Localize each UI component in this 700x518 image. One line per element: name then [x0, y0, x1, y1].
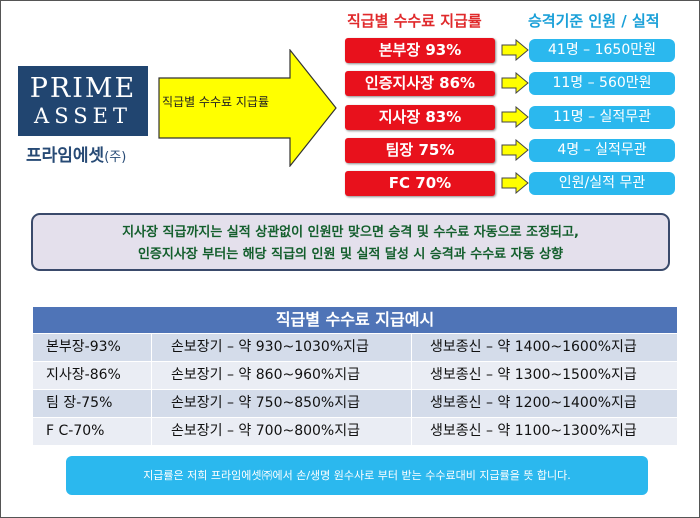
rate-pill-branch: 지사장 83%: [345, 105, 495, 130]
condition-pill-team: 4명 – 실적무관: [529, 139, 675, 162]
cell-level: F C-70%: [46, 423, 105, 439]
condition-pill-branch: 11명 – 실적무관: [529, 106, 675, 129]
cell-life: 생보종신 – 약 1400~1600%지급: [430, 339, 637, 355]
right-arrow-icon: [501, 39, 529, 61]
logo-asset-text: ASSET: [34, 104, 132, 128]
rate-pill-certified-branch: 인증지사장 86%: [345, 71, 495, 96]
condition-pill-bonbujang: 41명 – 1650만원: [529, 39, 675, 62]
table-title: 직급별 수수료 지급예시: [33, 307, 677, 333]
big-arrow-icon: [158, 49, 337, 167]
rate-pill-team: 팀장 75%: [345, 138, 495, 163]
table-row: 지사장-86% 손보장기 – 약 860~960%지급 생보종신 – 약 130…: [33, 362, 677, 390]
logo-korean-name: 프라임에셋(주): [26, 146, 126, 168]
condition-pill-certified-branch: 11명 – 560만원: [529, 72, 675, 95]
cell-nonlife: 손보장기 – 약 750~850%지급: [171, 395, 360, 411]
promotion-note-box: 지사장 직급까지는 실적 상관없이 인원만 맞으면 승격 및 수수료 자동으로 …: [31, 213, 670, 271]
right-arrow-icon: [501, 172, 529, 194]
logo-prime-text: PRIME: [29, 73, 137, 104]
header-rate: 직급별 수수료 지급률: [347, 12, 482, 30]
logo-korean-text: 프라임에셋: [26, 146, 105, 166]
cell-nonlife: 손보장기 – 약 930~1030%지급: [171, 339, 369, 355]
cell-level: 팀 장-75%: [46, 395, 113, 411]
right-arrow-icon: [501, 139, 529, 161]
rate-pill-fc: FC 70%: [345, 171, 495, 196]
cell-life: 생보종신 – 약 1200~1400%지급: [430, 395, 637, 411]
note-line-2: 인증지사장 부터는 해당 직급의 인원 및 실적 달성 시 승격과 수수료 자동…: [137, 247, 564, 262]
rate-pill-bonbujang: 본부장 93%: [345, 38, 495, 63]
prime-asset-logo: PRIME ASSET: [18, 66, 148, 136]
table-row: F C-70% 손보장기 – 약 700~800%지급 생보종신 – 약 110…: [33, 418, 677, 446]
table-row: 팀 장-75% 손보장기 – 약 750~850%지급 생보종신 – 약 120…: [33, 390, 677, 418]
cell-life: 생보종신 – 약 1100~1300%지급: [430, 423, 637, 439]
cell-nonlife: 손보장기 – 약 860~960%지급: [171, 367, 360, 383]
right-arrow-icon: [501, 72, 529, 94]
table-row: 본부장-93% 손보장기 – 약 930~1030%지급 생보종신 – 약 14…: [33, 334, 677, 362]
right-arrow-icon: [501, 106, 529, 128]
cell-nonlife: 손보장기 – 약 700~800%지급: [171, 423, 360, 439]
cell-life: 생보종신 – 약 1300~1500%지급: [430, 367, 637, 383]
cell-level: 본부장-93%: [46, 339, 121, 355]
note-line-1: 지사장 직급까지는 실적 상관없이 인원만 맞으면 승격 및 수수료 자동으로 …: [122, 225, 579, 240]
big-arrow-label: 직급별 수수료 지급률: [162, 95, 269, 109]
logo-korean-suffix: (주): [104, 150, 127, 165]
cell-level: 지사장-86%: [46, 367, 121, 383]
footer-note: 지급률은 저희 프라임에셋㈜에서 손/생명 원수사로 부터 받는 수수료대비 지…: [66, 456, 648, 495]
header-condition: 승격기준 인원 / 실적: [528, 12, 660, 30]
condition-pill-fc: 인원/실적 무관: [529, 172, 675, 195]
